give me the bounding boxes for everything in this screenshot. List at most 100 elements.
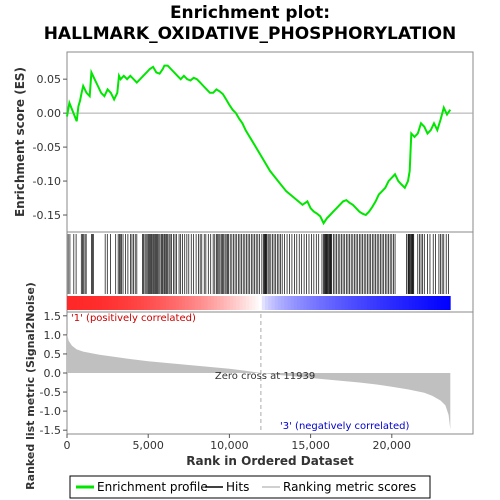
correlation-colorbar-segment (357, 296, 362, 310)
correlation-colorbar-segment (79, 296, 84, 310)
correlation-colorbar-segment (114, 296, 119, 310)
correlation-colorbar-segment (239, 296, 244, 310)
x-axis-label: Rank in Ordered Dataset (186, 454, 354, 468)
correlation-colorbar-segment (169, 296, 173, 310)
ranking-metric-area (67, 333, 451, 430)
correlation-colorbar-segment (146, 296, 151, 310)
correlation-colorbar-segment (172, 296, 176, 310)
positive-correlated-label: '1' (positively correlated) (71, 313, 196, 324)
ranked-y-tick-label: 0.5 (44, 348, 62, 361)
correlation-colorbar-segment (332, 296, 336, 310)
correlation-colorbar-segment (296, 296, 301, 310)
correlation-colorbar-segment (335, 296, 339, 310)
correlation-colorbar-segment (207, 296, 212, 310)
ranked-y-tick-label: -1.5 (40, 424, 61, 437)
zero-cross-label: Zero cross at 11939 (215, 371, 315, 382)
correlation-colorbar-segment (341, 296, 346, 310)
correlation-colorbar-segment (181, 296, 186, 310)
correlation-colorbar-segment (399, 296, 403, 310)
correlation-colorbar-segment (118, 296, 122, 310)
correlation-colorbar-segment (389, 296, 394, 310)
correlation-colorbar-segment (73, 296, 77, 310)
ranked-y-axis-label: Ranked list metric (Signal2Noise) (24, 282, 37, 490)
correlation-colorbar-segment (95, 296, 100, 310)
enrichment-profile-line (66, 64, 452, 226)
correlation-colorbar-segment (265, 296, 269, 310)
correlation-colorbar-segment (268, 296, 272, 310)
correlation-colorbar-segment (242, 296, 247, 310)
correlation-colorbar-segment (67, 296, 71, 310)
correlation-colorbar-segment (290, 296, 295, 310)
correlation-colorbar-segment (130, 296, 135, 310)
correlation-colorbar-segment (197, 296, 202, 310)
correlation-colorbar-segment (70, 296, 74, 310)
correlation-colorbar-segment (89, 296, 93, 310)
negative-correlated-label: '3' (negatively correlated) (280, 421, 409, 432)
correlation-colorbar-segment (261, 296, 266, 310)
correlation-colorbar-segment (102, 296, 106, 310)
correlation-colorbar-segment (440, 296, 445, 310)
correlation-colorbar-segment (153, 296, 157, 310)
correlation-colorbar-segment (159, 296, 164, 310)
correlation-colorbar-segment (213, 296, 218, 310)
es-y-tick-label: -0.10 (33, 175, 61, 188)
correlation-colorbar-segment (76, 296, 81, 310)
correlation-colorbar-segment (380, 296, 384, 310)
correlation-colorbar-segment (411, 296, 416, 310)
correlation-colorbar-segment (408, 296, 413, 310)
correlation-colorbar-segment (217, 296, 221, 310)
ranked-y-tick-label: 1.0 (44, 329, 62, 342)
correlation-colorbar-segment (418, 296, 422, 310)
correlation-colorbar-segment (312, 296, 317, 310)
correlation-colorbar-segment (402, 296, 406, 310)
correlation-colorbar-segment (175, 296, 180, 310)
correlation-colorbar-segment (437, 296, 442, 310)
correlation-colorbar-segment (351, 296, 355, 310)
correlation-colorbar-segment (166, 296, 170, 310)
correlation-colorbar-segment (415, 296, 419, 310)
correlation-colorbar-segment (185, 296, 189, 310)
correlation-colorbar-segment (277, 296, 282, 310)
es-y-tick-label: 0.00 (37, 107, 62, 120)
correlation-colorbar-segment (364, 296, 368, 310)
correlation-colorbar-segment (293, 296, 298, 310)
es-y-tick-label: 0.05 (37, 73, 62, 86)
correlation-colorbar-segment (376, 296, 381, 310)
correlation-colorbar-segment (82, 296, 87, 310)
correlation-colorbar-segment (233, 296, 237, 310)
legend-hits-label: Hits (226, 480, 249, 494)
correlation-colorbar-segment (303, 296, 307, 310)
correlation-colorbar-segment (370, 296, 375, 310)
correlation-colorbar-segment (140, 296, 145, 310)
correlation-colorbar-segment (124, 296, 129, 310)
legend-metric-label: Ranking metric scores (283, 480, 416, 494)
correlation-colorbar-segment (443, 296, 448, 310)
correlation-colorbar-segment (137, 296, 141, 310)
es-panel-frame (66, 51, 474, 233)
correlation-colorbar-segment (447, 296, 451, 310)
correlation-colorbar-segment (383, 296, 387, 310)
chart-title-line2: HALLMARK_OXIDATIVE_PHOSPHORYLATION (44, 24, 457, 44)
correlation-colorbar-segment (201, 296, 205, 310)
correlation-colorbar-segment (252, 296, 256, 310)
correlation-colorbar-segment (306, 296, 311, 310)
correlation-colorbar-segment (127, 296, 132, 310)
correlation-colorbar-segment (108, 296, 113, 310)
correlation-colorbar-segment (98, 296, 103, 310)
correlation-colorbar-segment (348, 296, 352, 310)
correlation-colorbar-segment (255, 296, 260, 310)
correlation-colorbar-segment (316, 296, 320, 310)
correlation-colorbar-segment (284, 296, 288, 310)
correlation-colorbar-segment (162, 296, 167, 310)
correlation-colorbar-segment (105, 296, 109, 310)
es-y-tick-label: -0.05 (33, 141, 61, 154)
correlation-colorbar-segment (226, 296, 231, 310)
correlation-colorbar-segment (210, 296, 215, 310)
correlation-colorbar-segment (194, 296, 199, 310)
es-y-axis-label: Enrichment score (ES) (13, 67, 27, 217)
correlation-colorbar-segment (121, 296, 125, 310)
correlation-colorbar-segment (373, 296, 378, 310)
correlation-colorbar-segment (236, 296, 240, 310)
correlation-colorbar-segment (134, 296, 138, 310)
correlation-colorbar-segment (354, 296, 359, 310)
